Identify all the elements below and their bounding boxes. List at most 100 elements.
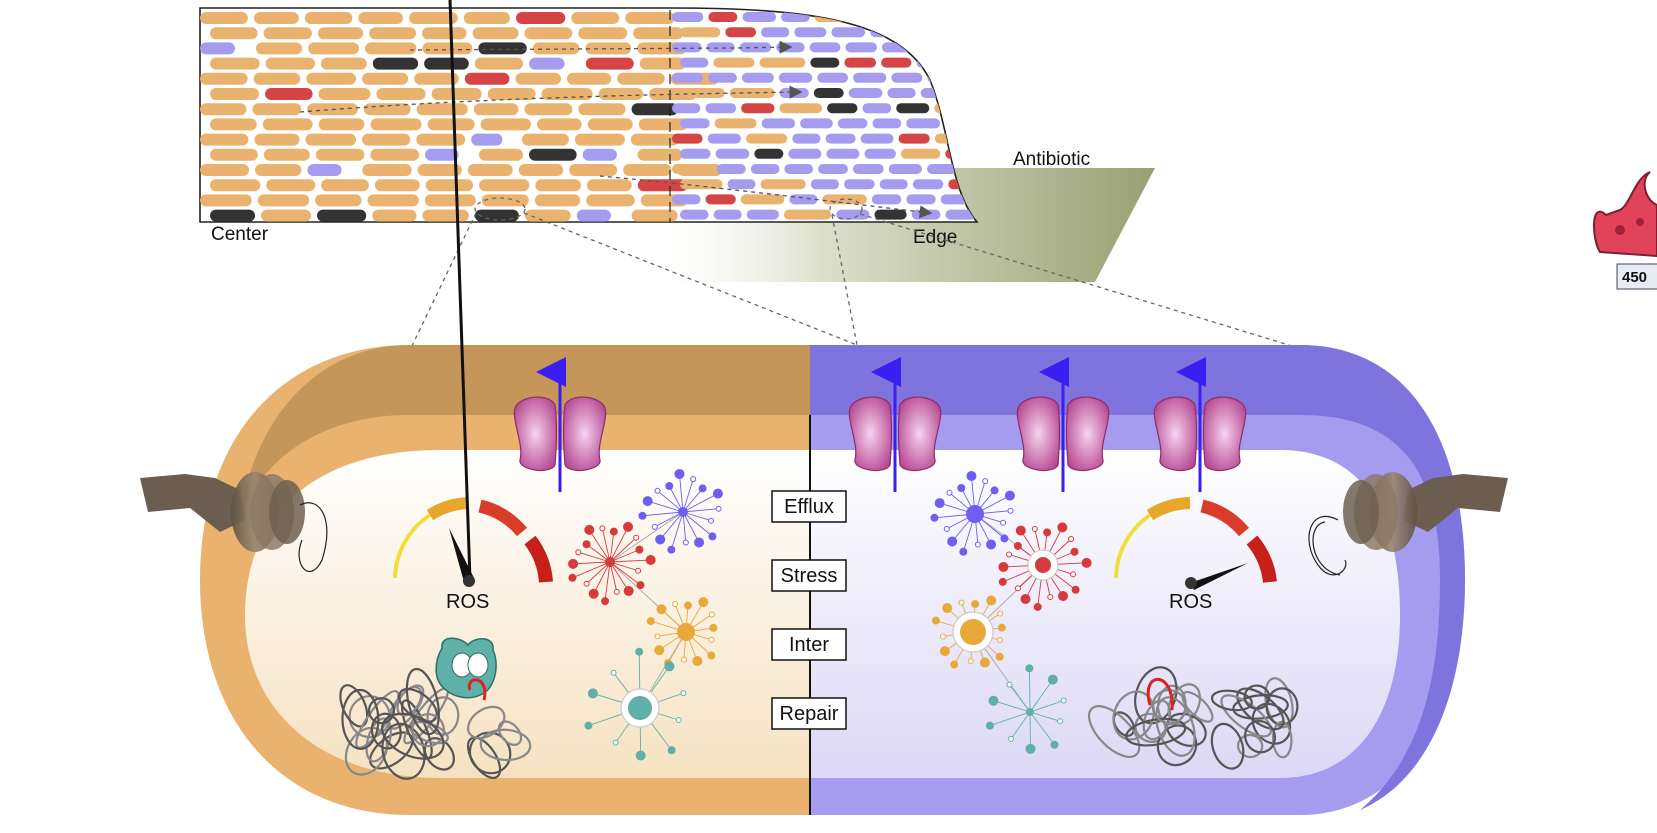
- colony-cell: [945, 209, 977, 220]
- colony-cell: [630, 133, 679, 146]
- colony-cell: [370, 148, 420, 161]
- colony-cell: [881, 57, 912, 68]
- colony-cell: [266, 179, 316, 192]
- colony-cell: [778, 72, 813, 83]
- colony-cell: [374, 179, 420, 192]
- colony-cell: [474, 57, 524, 70]
- colony-cell: [200, 133, 249, 146]
- colony-cell: [582, 148, 617, 161]
- colony-cell: [898, 133, 930, 144]
- colony-cell: [870, 27, 901, 38]
- edge-label: Edge: [913, 227, 957, 248]
- colony-cell: [680, 57, 709, 68]
- colony-cell: [633, 27, 684, 40]
- colony-cell: [810, 57, 840, 68]
- colony-cell: [524, 103, 573, 116]
- colony-cell: [952, 12, 977, 22]
- colony-cell: [362, 164, 412, 176]
- colony-cell: [707, 133, 741, 144]
- module-box-efflux: [771, 490, 847, 523]
- colony-cell: [479, 179, 530, 192]
- colony-cell: [759, 57, 806, 68]
- colony-cell: [874, 209, 907, 220]
- colony-cell: [515, 72, 561, 85]
- colony-cell: [826, 148, 860, 159]
- colony-cell: [638, 118, 688, 131]
- colony-cell: [852, 164, 884, 174]
- corner-badge: 450: [1616, 263, 1657, 290]
- colony-cell: [745, 133, 788, 144]
- gene-network-node: [638, 468, 723, 554]
- colony-cell: [672, 12, 704, 22]
- colony-cell: [320, 57, 367, 70]
- colony-cell: [954, 88, 977, 98]
- colony-cell: [680, 27, 721, 38]
- colony-cell: [307, 164, 342, 176]
- colony-cell: [888, 164, 923, 174]
- colony-cell: [672, 103, 701, 114]
- colony-cell: [210, 209, 256, 222]
- colony-cell: [623, 164, 672, 176]
- colony-cell: [471, 133, 503, 146]
- colony-cell: [714, 118, 757, 129]
- colony-cell: [784, 164, 814, 174]
- module-label-stress: Stress: [781, 565, 838, 587]
- gene-network-node: [998, 522, 1092, 611]
- colony-cell: [416, 133, 466, 146]
- colony-cell: [934, 103, 977, 114]
- colony-cell: [210, 179, 261, 192]
- colony-cell: [680, 179, 723, 190]
- efflux-pump-icon: [1153, 357, 1247, 492]
- colony-cell: [705, 194, 736, 205]
- colony-cell: [425, 148, 459, 161]
- module-label-repair: Repair: [780, 703, 839, 725]
- colony-cell: [750, 164, 780, 174]
- colony-cell: [478, 42, 527, 55]
- colony-cell: [532, 42, 580, 55]
- colony-cell: [927, 72, 961, 83]
- colony-cell: [306, 72, 357, 85]
- ros-gauge-right: ROS: [1114, 497, 1277, 613]
- gene-network-node: [646, 597, 718, 667]
- colony-cell: [927, 164, 958, 174]
- colony-cell: [741, 72, 774, 83]
- colony-cell: [708, 12, 738, 22]
- gene-network-node: [568, 521, 656, 606]
- colony-cell: [844, 57, 877, 68]
- colony-cell: [369, 27, 416, 40]
- colony-cell: [210, 88, 260, 100]
- colony-cell: [315, 148, 365, 161]
- colony-cell: [566, 72, 612, 85]
- colony-cell: [902, 12, 948, 22]
- colony-cell: [421, 27, 467, 40]
- colony-cell: [598, 88, 644, 100]
- lineage-arrows: [299, 40, 933, 219]
- colony-cell: [715, 148, 750, 159]
- colony-cell: [783, 209, 832, 220]
- colony-cell: [524, 209, 571, 222]
- colony-cell: [370, 118, 422, 131]
- colony-cell: [792, 133, 821, 144]
- ros-label-left: ROS: [446, 591, 489, 613]
- colony-cell: [534, 194, 581, 207]
- colony-cell: [257, 194, 310, 207]
- colony-cell: [788, 148, 822, 159]
- module-stack: Efflux Stress Inter Repair: [771, 490, 847, 730]
- chromosome-left-icon: [339, 667, 532, 780]
- colony-cell: [262, 118, 313, 131]
- colony-cell: [727, 179, 756, 190]
- colony-cell: [844, 179, 875, 190]
- dna-damage-mark-right: [1146, 677, 1174, 711]
- colony-cell: [631, 103, 679, 116]
- colony-cell: [305, 133, 357, 146]
- colony-cell: [672, 42, 702, 53]
- colony-cell: [427, 118, 475, 131]
- colony-cell: [265, 57, 315, 70]
- colony-cell: [254, 133, 300, 146]
- colony-cell: [478, 148, 523, 161]
- colony-cell: [853, 72, 887, 83]
- colony-cell: [252, 103, 302, 116]
- colony-cell: [200, 42, 235, 55]
- colony-cell: [414, 72, 459, 85]
